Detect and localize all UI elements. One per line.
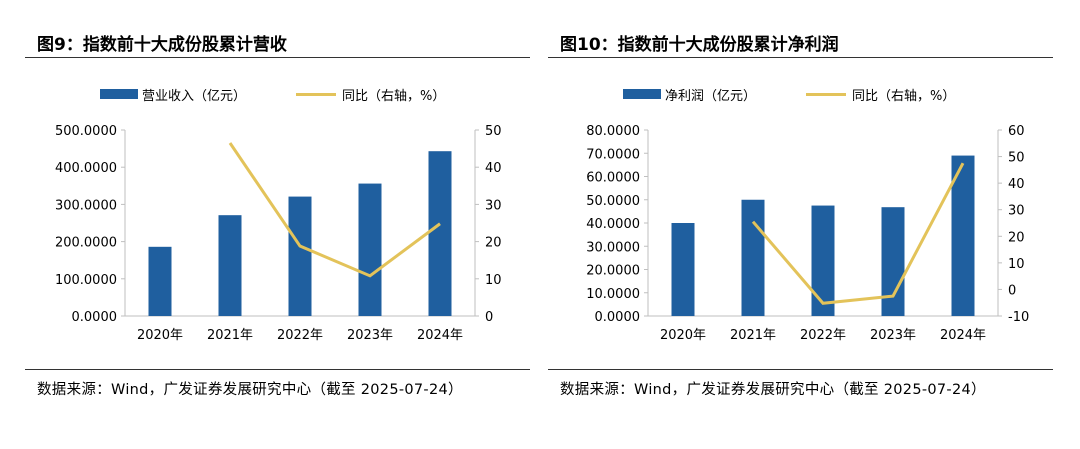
y-tick-label-left: 60.0000	[586, 171, 640, 186]
y-tick-label-right: 30	[485, 198, 502, 213]
bar	[741, 199, 765, 316]
x-tick-label: 2024年	[417, 328, 463, 343]
legend-bar-swatch	[100, 89, 138, 99]
figure-title: 图9：指数前十大成份股累计营收	[37, 35, 287, 55]
x-tick-label: 2023年	[347, 328, 393, 343]
x-tick-label: 2020年	[660, 328, 706, 343]
legend-bar-label: 净利润（亿元）	[665, 88, 757, 104]
source-note: 数据来源：Wind，广发证券发展研究中心（截至 2025-07-24）	[37, 382, 463, 398]
y-tick-label-right: 40	[1008, 177, 1025, 192]
y-tick-label-left: 10.0000	[586, 287, 640, 302]
x-tick-label: 2023年	[870, 328, 916, 343]
y-tick-label-left: 80.0000	[586, 124, 640, 139]
y-tick-label-left: 50.0000	[586, 194, 640, 209]
y-tick-label-left: 30.0000	[586, 240, 640, 255]
y-tick-label-right: 60	[1008, 124, 1025, 139]
bar	[881, 207, 905, 316]
y-tick-label-right: 0	[485, 310, 493, 325]
top-rule	[548, 57, 1053, 58]
y-tick-label-right: 30	[1008, 204, 1025, 219]
y-tick-label-left: 0.0000	[72, 310, 118, 325]
chart-legend: 净利润（亿元） 同比（右轴，%）	[623, 85, 956, 104]
y-tick-label-right: 40	[485, 161, 502, 176]
legend-line-swatch	[296, 92, 337, 96]
bottom-rule	[25, 369, 530, 370]
source-note: 数据来源：Wind，广发证券发展研究中心（截至 2025-07-24）	[560, 382, 986, 398]
bar	[951, 155, 975, 316]
bar	[148, 246, 172, 316]
bar	[428, 151, 452, 316]
y-tick-label-left: 0.0000	[595, 310, 641, 325]
x-tick-label: 2021年	[207, 328, 253, 343]
y-tick-label-left: 40.0000	[586, 217, 640, 232]
y-tick-label-left: 200.0000	[55, 236, 117, 251]
chart-plot: 0.0000 100.0000 200.0000 300.0000 400.0000 50…	[55, 124, 502, 343]
y-tick-label-left: 300.0000	[55, 198, 117, 213]
chart-plot: 0.0000 10.0000 20.0000 30.0000 40.0000 50.000…	[586, 124, 1029, 343]
bar	[358, 183, 382, 316]
y-tick-label-left: 100.0000	[55, 273, 117, 288]
y-tick-label-right: 10	[485, 273, 502, 288]
chart-panel-revenue: 图9：指数前十大成份股累计营收 营业收入（亿元） 同比（右轴，%） 0.0000…	[25, 0, 530, 449]
legend-bar-swatch	[623, 89, 661, 99]
y-tick-label-right: 10	[1008, 257, 1025, 272]
y-tick-label-right: 20	[1008, 230, 1025, 245]
x-tick-label: 2022年	[277, 328, 323, 343]
bar	[811, 205, 835, 316]
y-tick-label-right: 50	[1008, 151, 1025, 166]
figure-title: 图10：指数前十大成份股累计净利润	[560, 35, 839, 55]
y-tick-label-right: -10	[1008, 310, 1029, 325]
y-tick-label-right: 50	[485, 124, 502, 139]
bottom-rule	[548, 369, 1053, 370]
x-tick-label: 2021年	[730, 328, 776, 343]
y-tick-label-right: 20	[485, 236, 502, 251]
y-tick-label-left: 70.0000	[586, 147, 640, 162]
x-tick-label: 2020年	[137, 328, 183, 343]
bar	[671, 223, 695, 316]
y-tick-label-left: 20.0000	[586, 264, 640, 279]
top-rule	[25, 57, 530, 58]
bar	[218, 215, 242, 316]
legend-line-label: 同比（右轴，%）	[852, 88, 956, 104]
series-line-yoy	[751, 162, 965, 305]
y-tick-label-left: 400.0000	[55, 161, 117, 176]
chart-panel-net-profit: 图10：指数前十大成份股累计净利润 净利润（亿元） 同比（右轴，%） 0.000…	[548, 0, 1053, 449]
legend-bar-label: 营业收入（亿元）	[142, 88, 247, 104]
y-tick-label-right: 0	[1008, 283, 1016, 298]
legend-line-swatch	[806, 92, 847, 96]
x-tick-label: 2022年	[800, 328, 846, 343]
bar	[288, 196, 312, 316]
series-line-yoy	[228, 142, 441, 278]
legend-line-label: 同比（右轴，%）	[342, 88, 446, 104]
chart-legend: 营业收入（亿元） 同比（右轴，%）	[100, 85, 446, 104]
x-tick-label: 2024年	[940, 328, 986, 343]
y-tick-label-left: 500.0000	[55, 124, 117, 139]
